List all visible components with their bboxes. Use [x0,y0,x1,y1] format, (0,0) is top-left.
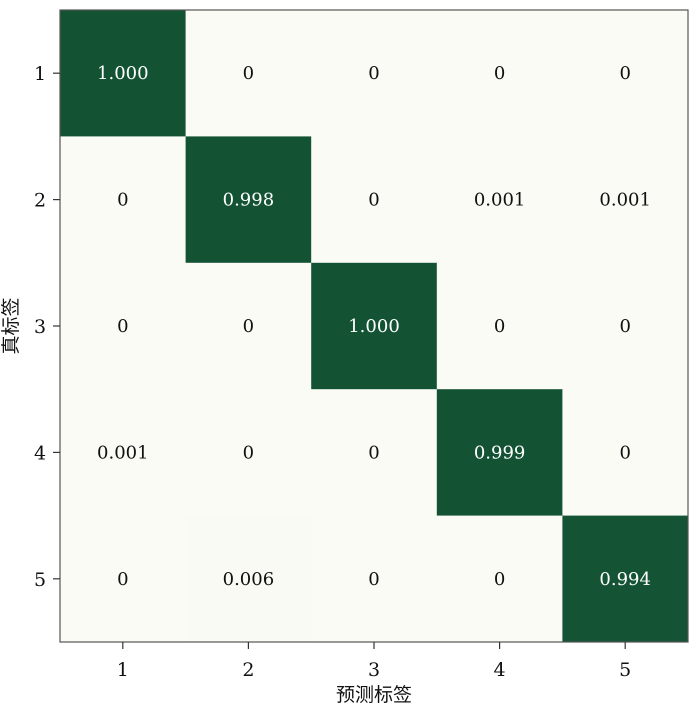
y-tick-label: 3 [34,316,46,338]
heatmap-cell-r4-c2 [185,389,312,517]
y-tick-label: 1 [34,63,46,85]
heatmap-cell-r2-c1 [60,136,187,264]
cell-value-label: 0 [368,569,379,590]
x-tick-label: 2 [242,659,254,681]
cell-value-label: 0 [368,63,379,84]
y-tick-label: 4 [34,442,46,464]
x-tick-label: 1 [117,659,129,681]
cell-value-label: 0 [494,316,505,337]
cell-value-label: 0 [368,190,379,211]
x-tick-label: 5 [619,659,631,681]
x-tick-label: 4 [494,659,506,681]
cell-value-label: 0.001 [97,442,149,463]
cell-value-label: 0 [117,316,128,337]
cell-value-label: 0 [494,569,505,590]
heatmap-cell-r5-c3 [311,515,438,643]
heatmap-cell-r4-c1 [60,389,187,517]
heatmap-cell-r3-c3 [311,262,438,390]
heatmap-cell-r3-c4 [436,262,563,390]
heatmap-cell-r5-c5 [562,515,689,643]
x-axis-label: 预测标签 [336,684,412,706]
heatmap-cell-r3-c2 [185,262,312,390]
heatmap-cell-r2-c2 [185,136,312,264]
heatmap-cell-r4-c3 [311,389,438,517]
cell-value-label: 0 [494,63,505,84]
cell-value-label: 0 [368,442,379,463]
cell-value-label: 0 [619,63,630,84]
heatmap-cells: 1.000 0 0 0 0 0 0.998 0 0.001 0.001 0 0 1.000 0 0 0.001… [60,10,689,643]
heatmap-cell-r2-c4 [436,136,563,264]
x-tick-label: 3 [368,659,380,681]
heatmap-cell-r5-c1 [60,515,187,643]
heatmap-cell-r3-c1 [60,262,187,390]
cell-value-label: 0.999 [474,442,526,463]
heatmap-cell-r5-c4 [436,515,563,643]
heatmap-cell-r3-c5 [562,262,689,390]
y-tick-label: 5 [34,569,46,591]
y-axis-ticks: 1 2 3 4 5 [34,63,60,591]
cell-value-label: 0 [619,442,630,463]
heatmap-cell-r1-c2 [185,10,312,137]
cell-value-label: 0.994 [599,569,651,590]
cell-value-label: 0.998 [223,190,275,211]
cell-value-label: 1.000 [97,63,149,84]
y-axis-label: 真标签 [0,297,22,354]
heatmap-cell-r2-c3 [311,136,438,264]
heatmap-cell-r2-c5 [562,136,689,264]
y-tick-label: 2 [34,190,46,212]
heatmap-cell-r1-c4 [436,10,563,137]
heatmap-cell-r4-c5 [562,389,689,517]
cell-value-label: 0 [619,316,630,337]
heatmap-cell-r1-c3 [311,10,438,137]
cell-value-label: 0.006 [223,569,275,590]
cell-value-label: 0 [117,569,128,590]
cell-value-label: 0.001 [474,190,526,211]
x-axis-ticks: 1 2 3 4 5 [117,642,631,681]
heatmap-cell-r5-c2 [185,515,312,643]
heatmap-cell-r1-c5 [562,10,689,137]
cell-value-label: 0 [243,442,254,463]
heatmap-cell-r4-c4 [436,389,563,517]
cell-value-label: 0.001 [599,190,651,211]
cell-value-label: 1.000 [348,316,400,337]
heatmap-cell-r1-c1 [60,10,187,137]
cell-value-label: 0 [243,63,254,84]
cell-value-label: 0 [117,190,128,211]
cell-value-label: 0 [243,316,254,337]
